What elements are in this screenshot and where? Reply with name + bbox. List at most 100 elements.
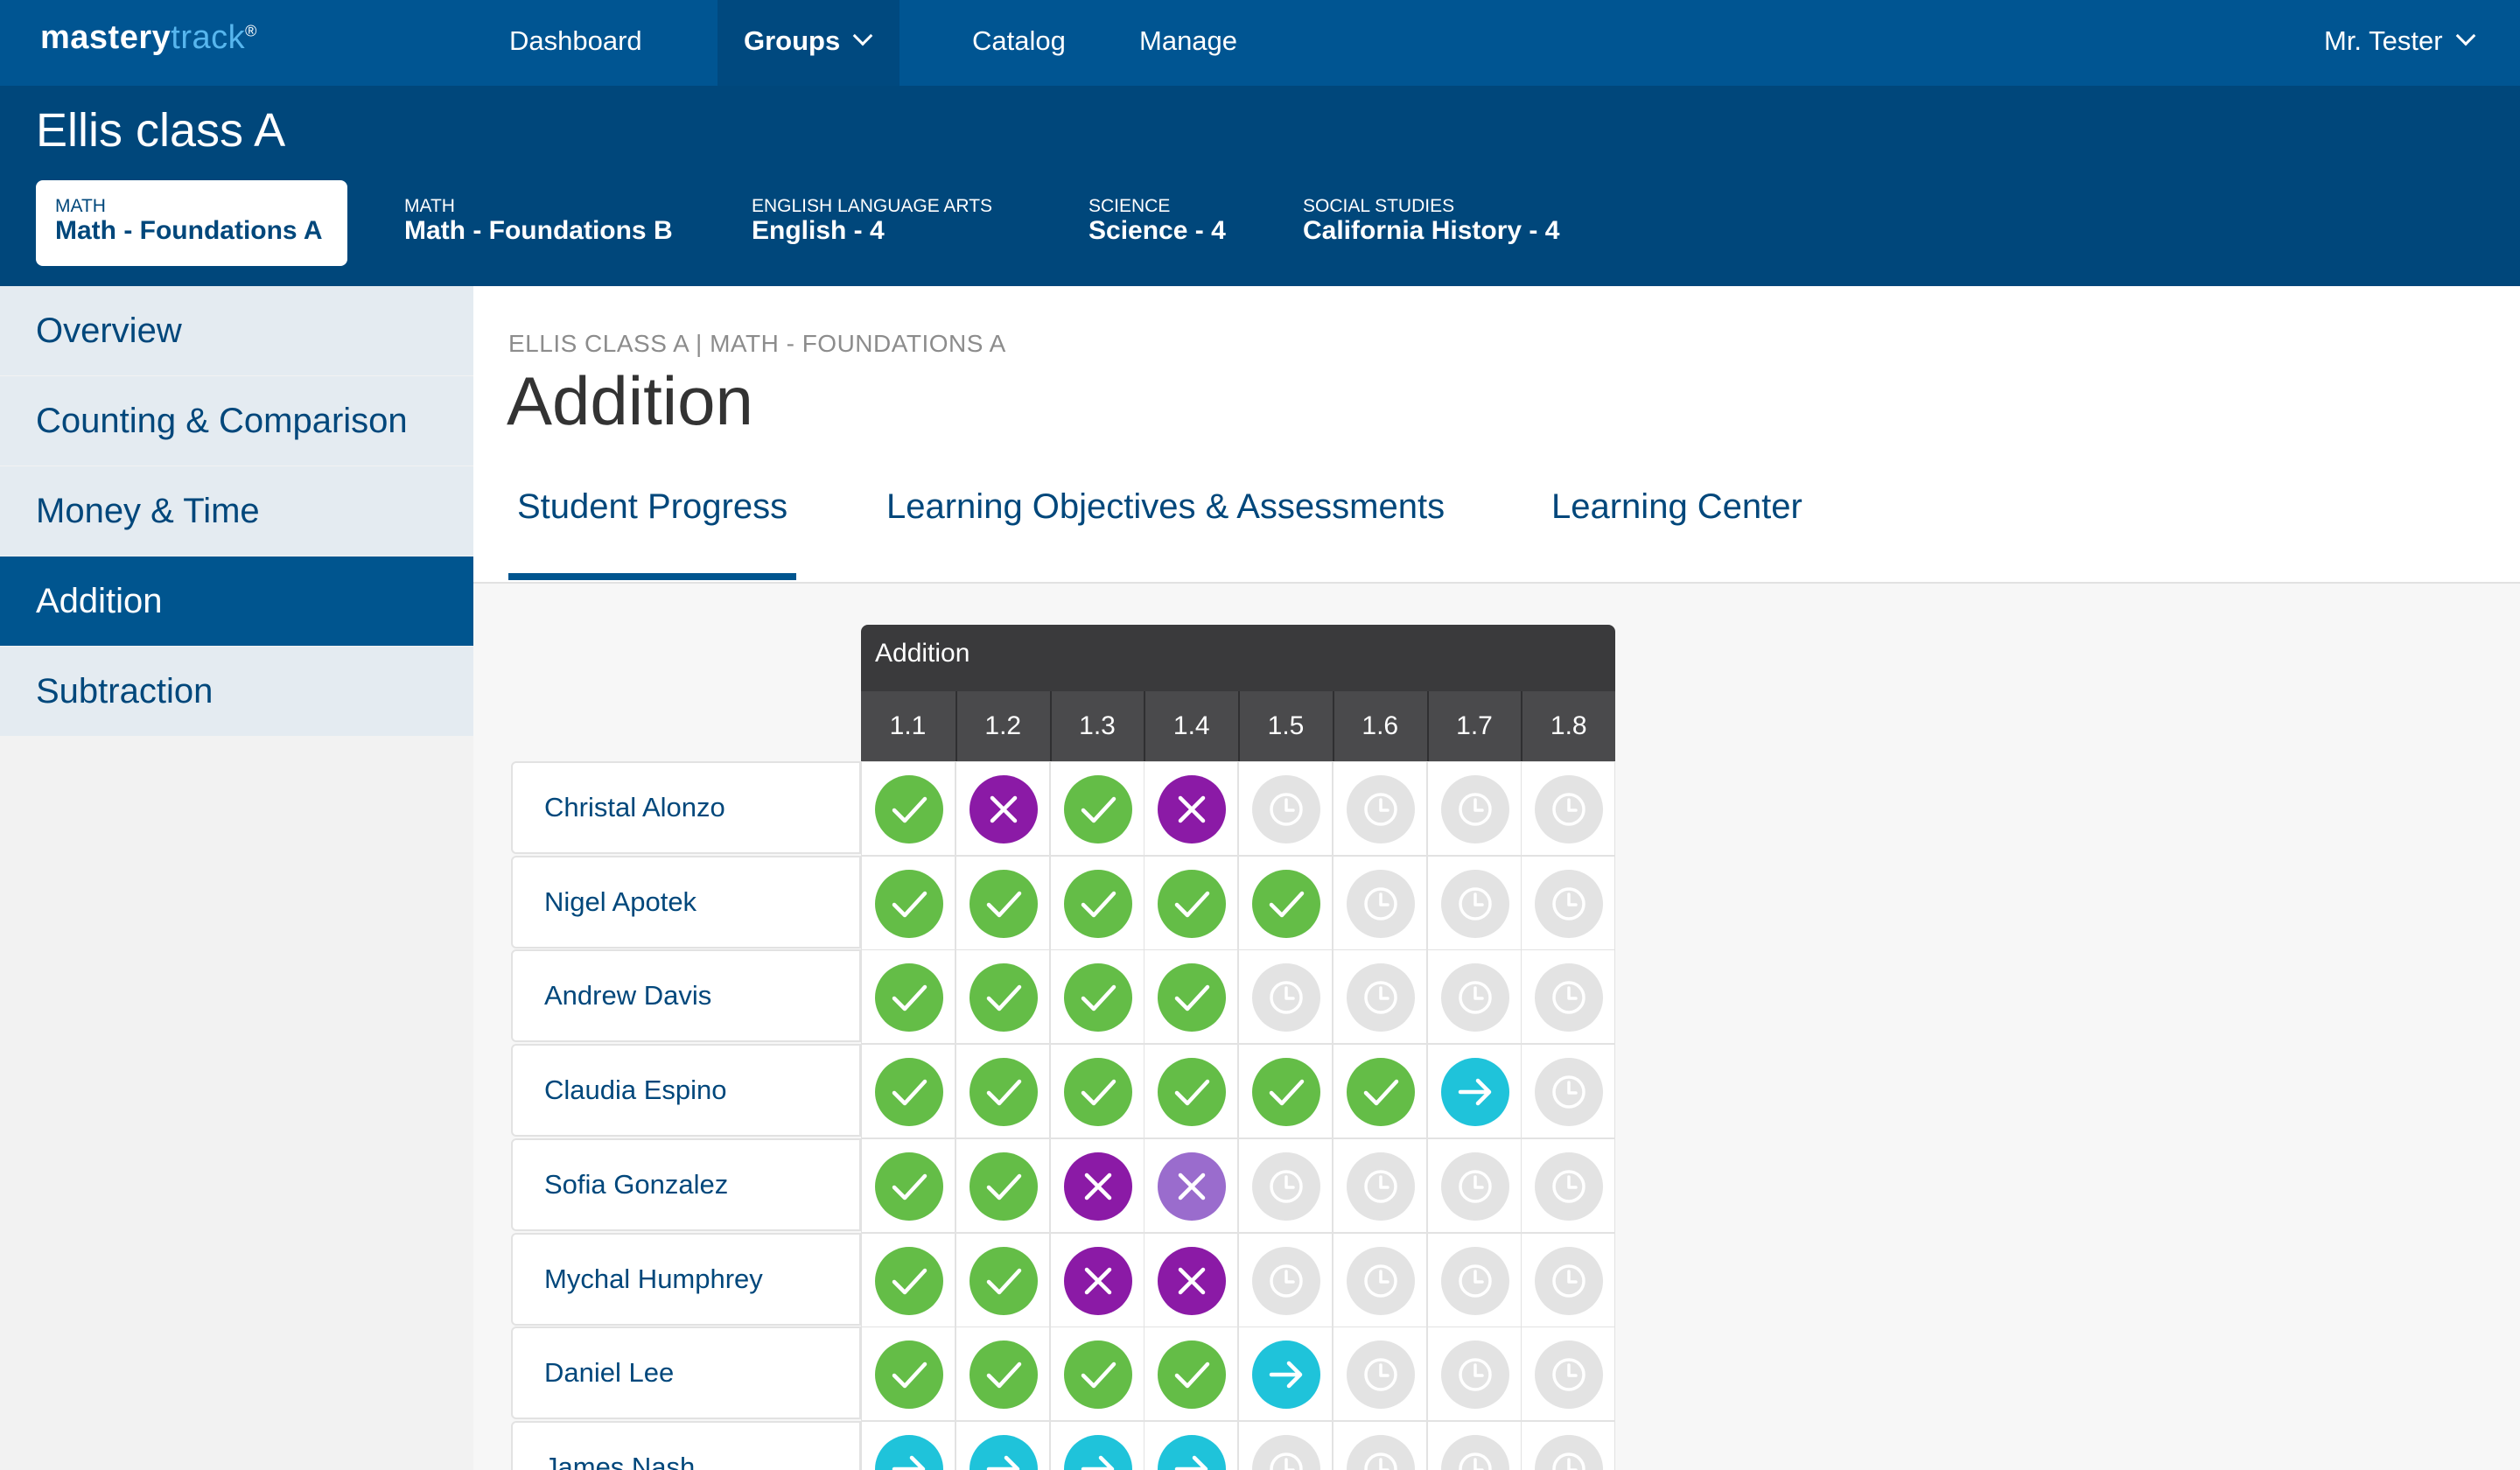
student-name[interactable]: Nigel Apotek (511, 855, 861, 948)
progress-cell[interactable] (1144, 1232, 1239, 1327)
progress-cell[interactable] (861, 1232, 956, 1327)
progress-cell[interactable] (1049, 1044, 1144, 1139)
table-row: Sofia Gonzalez (511, 1138, 1616, 1233)
progress-cell[interactable] (861, 1044, 956, 1139)
progress-cell[interactable] (1426, 855, 1522, 950)
progress-cell[interactable] (1521, 761, 1616, 856)
sidebar-item-overview[interactable]: Overview (0, 286, 473, 376)
progress-cell[interactable] (955, 1420, 1050, 1470)
column-header[interactable]: 1.1 (889, 711, 927, 740)
progress-cell[interactable] (1238, 1420, 1333, 1470)
course-tab-california-history-4[interactable]: SOCIAL STUDIES California History - 4 (1303, 196, 1560, 245)
progress-cell[interactable] (1238, 1044, 1333, 1139)
sidebar-item-subtraction[interactable]: Subtraction (0, 647, 473, 737)
nav-dashboard[interactable]: Dashboard (509, 25, 642, 56)
progress-cell[interactable] (1049, 1326, 1144, 1422)
progress-cell[interactable] (1049, 949, 1144, 1045)
progress-cell[interactable] (1332, 1138, 1427, 1233)
progress-cell[interactable] (1049, 855, 1144, 950)
progress-cell[interactable] (1238, 1232, 1333, 1327)
progress-cell[interactable] (1144, 1044, 1239, 1139)
student-name[interactable]: Andrew Davis (511, 949, 861, 1043)
progress-cell[interactable] (955, 761, 1050, 856)
column-header[interactable]: 1.2 (955, 691, 1049, 761)
sidebar-item-addition[interactable]: Addition (0, 556, 473, 647)
progress-cell[interactable] (955, 855, 1050, 950)
progress-cell[interactable] (1238, 761, 1333, 856)
nav-manage[interactable]: Manage (1139, 25, 1238, 56)
column-header[interactable]: 1.4 (1144, 691, 1237, 761)
progress-cell[interactable] (1521, 855, 1616, 950)
progress-cell[interactable] (1426, 1326, 1522, 1422)
progress-cell[interactable] (955, 1326, 1050, 1422)
column-header[interactable]: 1.5 (1238, 691, 1332, 761)
progress-cell[interactable] (1049, 761, 1144, 856)
progress-cell[interactable] (1332, 949, 1427, 1045)
progress-cell[interactable] (1332, 1044, 1427, 1139)
progress-cell[interactable] (1426, 1044, 1522, 1139)
student-name[interactable]: Daniel Lee (511, 1326, 861, 1420)
progress-cell[interactable] (1332, 1326, 1427, 1422)
progress-cell[interactable] (1426, 761, 1522, 856)
progress-cell[interactable] (1426, 1232, 1522, 1327)
student-name[interactable]: James Nash (511, 1420, 861, 1470)
column-header[interactable]: 1.7 (1426, 691, 1521, 761)
progress-cell[interactable] (955, 1232, 1050, 1327)
progress-cell[interactable] (1426, 949, 1522, 1045)
progress-cell[interactable] (861, 1326, 956, 1422)
progress-cell[interactable] (1332, 761, 1427, 856)
course-tab-math-foundations-a[interactable]: MATH Math - Foundations A (36, 180, 347, 266)
student-name[interactable]: Sofia Gonzalez (511, 1138, 861, 1231)
tab-learning-objectives-assessments[interactable]: Learning Objectives & Assessments (886, 487, 1446, 526)
progress-cell[interactable] (1332, 1420, 1427, 1470)
tab-student-progress[interactable]: Student Progress (508, 487, 797, 580)
progress-cell[interactable] (1426, 1138, 1522, 1233)
progress-cell[interactable] (1049, 1138, 1144, 1233)
progress-cell[interactable] (1521, 1326, 1616, 1422)
nav-groups[interactable]: Groups (718, 0, 900, 86)
course-tab-science-4[interactable]: SCIENCE Science - 4 (1088, 196, 1226, 245)
progress-cell[interactable] (1144, 855, 1239, 950)
progress-cell[interactable] (861, 1138, 956, 1233)
progress-cell[interactable] (861, 949, 956, 1045)
nav-catalog[interactable]: Catalog (972, 25, 1066, 56)
progress-cell[interactable] (1332, 1232, 1427, 1327)
progress-cell[interactable] (955, 1044, 1050, 1139)
student-name[interactable]: Christal Alonzo (511, 761, 861, 854)
progress-cell[interactable] (1426, 1420, 1522, 1470)
progress-cell[interactable] (1521, 1138, 1616, 1233)
progress-cell[interactable] (1049, 1232, 1144, 1327)
progress-cell[interactable] (955, 1138, 1050, 1233)
mastery-track-logo[interactable]: masterytrack® (40, 19, 257, 57)
course-tab-math-foundations-b[interactable]: MATH Math - Foundations B (404, 196, 673, 245)
sidebar-item-counting-comparison[interactable]: Counting & Comparison (0, 376, 473, 466)
progress-cell[interactable] (861, 761, 956, 856)
progress-cell[interactable] (1521, 1420, 1616, 1470)
tab-learning-center[interactable]: Learning Center (1551, 487, 1802, 526)
progress-cell[interactable] (1238, 949, 1333, 1045)
progress-cell[interactable] (1521, 1232, 1616, 1327)
course-tab-english-4[interactable]: ENGLISH LANGUAGE ARTS English - 4 (752, 196, 993, 245)
progress-cell[interactable] (1144, 1138, 1239, 1233)
progress-cell[interactable] (1144, 1420, 1239, 1470)
progress-cell[interactable] (955, 949, 1050, 1045)
progress-cell[interactable] (1144, 761, 1239, 856)
progress-cell[interactable] (1238, 1138, 1333, 1233)
progress-cell[interactable] (1238, 855, 1333, 950)
progress-cell[interactable] (1144, 949, 1239, 1045)
progress-cell[interactable] (1332, 855, 1427, 950)
progress-cell[interactable] (1238, 1326, 1333, 1422)
user-menu[interactable]: Mr. Tester (2324, 0, 2475, 86)
progress-cell[interactable] (1144, 1326, 1239, 1422)
progress-cell[interactable] (1521, 1044, 1616, 1139)
sidebar-item-money-time[interactable]: Money & Time (0, 466, 473, 556)
progress-cell[interactable] (1521, 949, 1616, 1045)
progress-cell[interactable] (1049, 1420, 1144, 1470)
column-header[interactable]: 1.8 (1521, 691, 1614, 761)
student-name[interactable]: Mychal Humphrey (511, 1232, 861, 1326)
progress-cell[interactable] (861, 1420, 956, 1470)
progress-cell[interactable] (861, 855, 956, 950)
column-header[interactable]: 1.3 (1049, 691, 1144, 761)
column-header[interactable]: 1.6 (1332, 691, 1426, 761)
student-name[interactable]: Claudia Espino (511, 1044, 861, 1138)
